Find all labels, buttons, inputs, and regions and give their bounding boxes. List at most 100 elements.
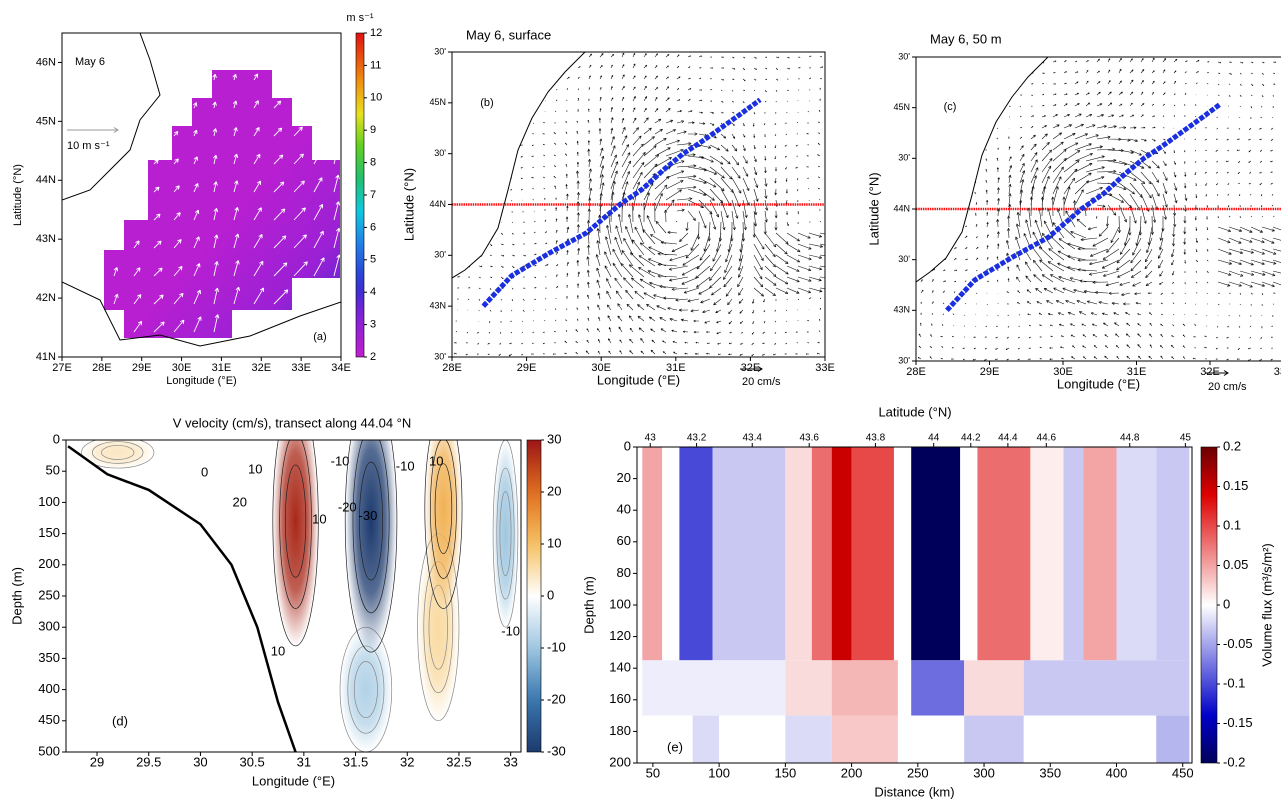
y-tick-label: 200 (38, 556, 60, 571)
y-tick-label: 46N (36, 56, 56, 68)
colorbar-tick-label: 7 (370, 189, 376, 201)
x-tick-label: 300 (973, 765, 995, 780)
y-tick-label: 30' (434, 351, 446, 361)
colorbar-tick-label: -20 (547, 691, 566, 706)
y-tick-label: 80 (617, 565, 631, 580)
colorbar (355, 32, 365, 358)
x-tick-label: 32.5 (446, 754, 471, 769)
x2-tick-label: 44.2 (961, 433, 981, 444)
x2-tick-label: 43.6 (799, 433, 819, 444)
panel-label: (b) (480, 97, 493, 109)
x-tick-label: 31 (297, 754, 311, 769)
scale-arrow-head (757, 366, 763, 372)
contour-line (284, 464, 307, 578)
x2-tick-label: 43.8 (866, 433, 886, 444)
scale-label: 20 cm/s (742, 376, 781, 388)
y-tick-label: 43N (36, 233, 56, 245)
plot-area (916, 57, 1281, 361)
colorbar-tick-label: -30 (547, 743, 566, 758)
panel-label: (c) (944, 101, 957, 113)
y-tick-label: 41N (36, 351, 56, 363)
contour-line (92, 441, 144, 464)
y-axis-title: Latitude (°N) (12, 164, 24, 226)
y-tick-label: 180 (609, 723, 631, 738)
flux-cell (1023, 660, 1190, 716)
flux-cell (1083, 447, 1117, 661)
y-tick-label: 50 (46, 463, 60, 478)
colorbar-tick-label: 6 (370, 221, 376, 233)
flux-cell (897, 660, 912, 716)
flux-cell (1063, 447, 1084, 661)
colorbar-tick-label: 4 (370, 286, 376, 298)
panel-title: May 6, 50 m (930, 31, 1002, 46)
y-tick-label: 100 (38, 494, 60, 509)
panel-title: May 6 (75, 56, 105, 68)
colorbar-tick-label: 10 (547, 535, 561, 550)
x-tick-label: 29E (980, 366, 1000, 378)
y-tick-label: 200 (609, 754, 631, 769)
contour-line (272, 440, 319, 647)
x-tick-label: 29E (132, 362, 152, 374)
contour-label: 10 (271, 644, 285, 659)
speed-field (104, 70, 340, 338)
y-tick-label: 0 (624, 438, 631, 453)
x-tick-label: 450 (1172, 765, 1194, 780)
contour-line (492, 440, 519, 628)
x-tick-label: 28E (442, 362, 462, 374)
x2-tick-label: 44 (928, 433, 940, 444)
colorbar-tick-label: -0.05 (1223, 636, 1253, 651)
colorbar-tick-label: -0.2 (1223, 754, 1245, 769)
panel-label: (e) (667, 739, 683, 754)
colorbar (1200, 446, 1218, 764)
flux-cell (1030, 447, 1064, 661)
contour-label: 10 (312, 511, 326, 526)
y-tick-label: 160 (609, 691, 631, 706)
velocity-core (424, 440, 463, 609)
x-tick-label: 33E (291, 362, 311, 374)
x2-tick-label: 43 (645, 433, 657, 444)
panel: 43 43.2 43.4 43.6 43.8 44 44.2 44.4 44.6 44.8 45 La… (581, 404, 1274, 799)
flux-cell (785, 660, 832, 716)
x-tick-label: 32E (1200, 366, 1220, 378)
x2-tick-label: 45 (1180, 433, 1192, 444)
x-tick-label: 250 (907, 765, 929, 780)
plot-area: 0 10 20 10 -10 -10 -20-30 10 10 -10 (66, 440, 521, 752)
y-tick-label: 120 (609, 628, 631, 643)
contour-label: -10 (396, 458, 415, 473)
colorbar-tick-label: 0.1 (1223, 517, 1241, 532)
coastline (62, 33, 341, 347)
x-tick-label: 50 (646, 765, 660, 780)
colorbar-tick-label: 9 (370, 124, 376, 136)
x-tick-label: 30E (1053, 366, 1073, 378)
x-tick-label: 31E (1127, 366, 1147, 378)
y-tick-label: 20 (617, 470, 631, 485)
land (916, 57, 1049, 283)
x2-tick-label: 43.2 (687, 433, 707, 444)
velocity-core (272, 440, 319, 646)
plot-area (637, 447, 1192, 763)
y-axis-title: Latitude (°N) (866, 172, 881, 245)
panel: 20 cm/s 28E 29E 30E 31E 32E 33E 30' 43N 30' 44N 30'… (866, 31, 1281, 393)
panel-label: (a) (313, 331, 326, 343)
contour-line (434, 463, 453, 554)
flux-cell (1116, 447, 1157, 661)
flux-cell (642, 660, 786, 716)
seabed (66, 440, 296, 752)
y-tick-label: 140 (609, 660, 631, 675)
colorbar-tick-label: 0 (1223, 596, 1230, 611)
colorbar-tick-label: 20 (547, 483, 561, 498)
flux-cell (1023, 715, 1157, 763)
x-tick-label: 33E (1274, 366, 1281, 378)
colorbar-tick-label: 0.15 (1223, 478, 1248, 493)
colorbar-tick-label: 0 (547, 587, 554, 602)
x-tick-label: 28E (92, 362, 112, 374)
y-tick-label: 45N (893, 102, 910, 112)
panel: 20 cm/s 28E 29E 30E 31E 32E 33E 30' 43N 30' 44N 30'… (401, 27, 834, 387)
contour-line (353, 661, 378, 719)
y-tick-label: 60 (617, 533, 631, 548)
y-axis-title: Latitude (°N) (401, 168, 416, 241)
contour-line (359, 461, 384, 581)
x-axis-title: Distance (km) (874, 784, 954, 799)
contour-label: -10 (331, 453, 350, 468)
